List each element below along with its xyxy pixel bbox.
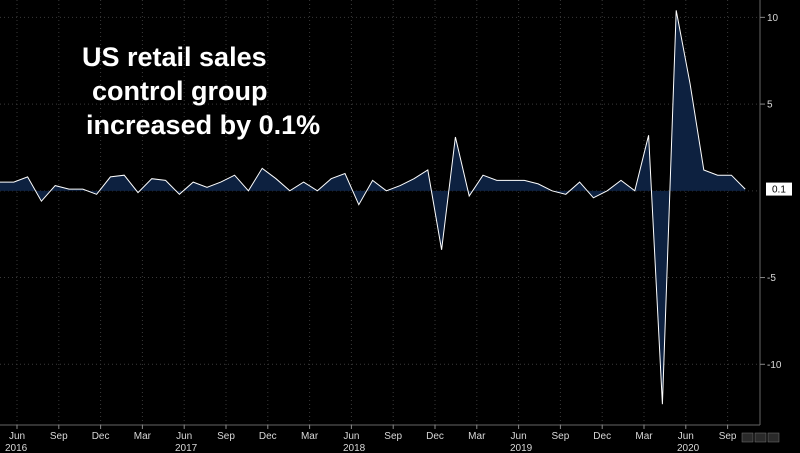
series-line <box>0 10 746 405</box>
y-tick-label: -10 <box>767 360 782 371</box>
x-month-label: Mar <box>468 431 486 442</box>
x-year-label: 2020 <box>677 443 700 453</box>
control-box-3 <box>767 432 780 443</box>
annotation-line-3: increased by 0.1% <box>86 110 321 140</box>
y-tick-label: -5 <box>767 273 776 284</box>
last-value-label: 0.1 <box>772 185 786 196</box>
control-box-1 <box>741 432 754 443</box>
x-month-label: Mar <box>134 431 152 442</box>
x-month-label: Sep <box>384 431 402 442</box>
x-year-label: 2019 <box>510 443 533 453</box>
control-box-2 <box>754 432 767 443</box>
x-month-label: Jun <box>9 431 25 442</box>
x-month-label: Jun <box>343 431 359 442</box>
y-tick-label: 5 <box>767 100 773 111</box>
x-month-label: Jun <box>511 431 527 442</box>
y-axis-ticks: 10 5 -5 -10 <box>760 13 782 371</box>
x-month-label: Dec <box>259 431 277 442</box>
x-month-label: Jun <box>678 431 694 442</box>
plot-background <box>0 0 760 425</box>
annotation-line-2: control group <box>92 76 268 106</box>
x-month-label: Dec <box>426 431 444 442</box>
y-tick-label: 10 <box>767 13 779 24</box>
x-month-label: Jun <box>176 431 192 442</box>
x-year-label: 2018 <box>343 443 366 453</box>
chart-annotation: US retail sales control group increased … <box>82 40 382 142</box>
x-month-label: Sep <box>217 431 235 442</box>
x-month-label: Mar <box>301 431 319 442</box>
x-month-label: Sep <box>719 431 737 442</box>
x-month-label: Dec <box>92 431 110 442</box>
x-month-label: Mar <box>635 431 653 442</box>
annotation-line-1: US retail sales <box>82 42 267 72</box>
last-value-marker: 0.1 <box>766 182 792 196</box>
x-year-label: 2016 <box>5 443 28 453</box>
playback-controls <box>741 432 780 443</box>
x-axis-ticks: Jun Sep Dec Mar Jun Sep Dec Mar Jun Sep Dec Mar Jun S… <box>5 425 737 453</box>
last-value-box <box>766 182 792 196</box>
x-month-label: Dec <box>593 431 611 442</box>
x-year-label: 2017 <box>175 443 198 453</box>
x-month-label: Sep <box>552 431 570 442</box>
x-month-label: Sep <box>50 431 68 442</box>
